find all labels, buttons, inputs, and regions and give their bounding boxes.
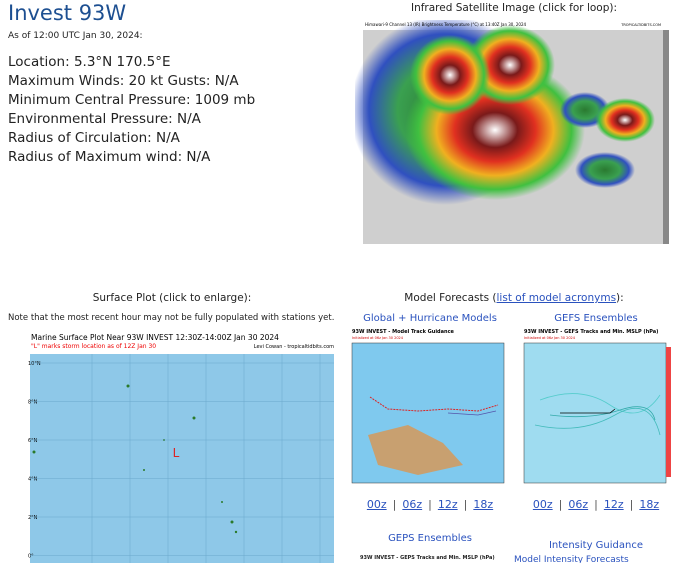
- satellite-image-credit: TROPICALTIDBITS.COM: [620, 23, 661, 27]
- lat-label: 2°N: [28, 515, 38, 521]
- model-image-subtitle: Initialized at 06z Jan 30 2024: [524, 336, 576, 340]
- surface-image-subtitle: "L" marks storm location as of 12Z Jan 3…: [31, 343, 156, 350]
- lat-label: 10°N: [28, 361, 41, 367]
- separator: |: [428, 498, 432, 511]
- run-links: 00z | 06z | 12z | 18z: [533, 498, 659, 511]
- run-links: 00z | 06z | 12z | 18z: [367, 498, 493, 511]
- surface-image-credit: Levi Cowan - tropicaltidbits.com: [254, 344, 334, 350]
- land: [368, 425, 463, 475]
- models-heading: Model Forecasts (list of model acronyms)…: [404, 292, 623, 304]
- detail-line: Minimum Central Pressure: 1009 mb: [8, 92, 256, 108]
- lat-label: 6°N: [28, 438, 38, 444]
- satellite-image-title: Himawari-9 Channel 13 (IR) Brightness Te…: [365, 22, 527, 27]
- track: [447, 410, 497, 416]
- panel-title[interactable]: GEFS Ensembles: [554, 313, 638, 324]
- models-heading-suffix: ):: [616, 292, 624, 304]
- detail-line: Radius of Circulation: N/A: [8, 130, 180, 146]
- colorbar: [666, 347, 671, 477]
- separator: |: [392, 498, 397, 511]
- track: [560, 408, 616, 414]
- storm-title: Invest 93W: [8, 1, 127, 25]
- timestamp: As of 12:00 UTC Jan 30, 2024:: [8, 31, 143, 41]
- models-heading-prefix: Model Forecasts (: [404, 292, 497, 304]
- panel-title[interactable]: GEPS Ensembles: [388, 533, 472, 544]
- track: [549, 406, 656, 421]
- lat-label: 0°: [28, 554, 34, 560]
- run-link[interactable]: 06z: [568, 498, 589, 511]
- detail-line: Location: 5.3°N 170.5°E: [8, 54, 171, 70]
- detail-line: Environmental Pressure: N/A: [8, 111, 201, 127]
- panel-title[interactable]: Global + Hurricane Models: [363, 313, 497, 324]
- run-link[interactable]: 12z: [437, 498, 458, 511]
- model-image-subtitle: Initialized at 06z Jan 30 2024: [352, 336, 404, 340]
- model-image-title: 93W INVEST - Model Track Guidance: [352, 329, 455, 335]
- run-link[interactable]: 00z: [532, 498, 553, 511]
- surface-heading[interactable]: Surface Plot (click to enlarge):: [92, 292, 252, 304]
- separator: |: [558, 498, 563, 511]
- satellite-image[interactable]: Himawari-9 Channel 13 (IR) Brightness Te…: [355, 20, 673, 248]
- detail-line: Maximum Winds: 20 kt Gusts: N/A: [8, 73, 239, 89]
- model-image-title: 93W INVEST - GEPS Tracks and Min. MSLP (…: [360, 555, 495, 561]
- surface-note: Note that the most recent hour may not b…: [8, 313, 335, 323]
- detail-line: Radius of Maximum wind: N/A: [8, 149, 211, 165]
- model-image[interactable]: 93W INVEST - GEFS Tracks and Min. MSLP (…: [520, 325, 674, 489]
- panel-title[interactable]: Intensity Guidance: [548, 540, 644, 551]
- satellite-heading[interactable]: Infrared Satellite Image (click for loop…: [410, 2, 618, 14]
- model-image-title: 93W INVEST - GEFS Tracks and Min. MSLP (…: [524, 329, 658, 335]
- separator: |: [463, 498, 468, 511]
- track: [534, 407, 661, 436]
- lat-label: 8°N: [28, 400, 38, 406]
- run-link[interactable]: 18z: [639, 498, 660, 511]
- model-image[interactable]: 93W INVEST - Model Track GuidanceInitial…: [348, 325, 512, 489]
- model-acronyms-link[interactable]: list of model acronyms: [496, 292, 617, 304]
- separator: |: [594, 498, 598, 511]
- lat-label: 4°N: [28, 477, 38, 483]
- surface-image-title: Marine Surface Plot Near 93W INVEST 12:3…: [31, 333, 279, 342]
- run-link[interactable]: 18z: [473, 498, 494, 511]
- track: [539, 393, 661, 414]
- run-link[interactable]: 00z: [366, 498, 387, 511]
- storm-marker: L: [173, 446, 180, 460]
- track: [369, 396, 499, 412]
- model-image-title: Model Intensity Forecasts: [514, 555, 629, 563]
- run-link[interactable]: 12z: [603, 498, 624, 511]
- separator: |: [629, 498, 634, 511]
- run-link[interactable]: 06z: [402, 498, 423, 511]
- surface-plot-image[interactable]: Marine Surface Plot Near 93W INVEST 12:3…: [24, 330, 340, 563]
